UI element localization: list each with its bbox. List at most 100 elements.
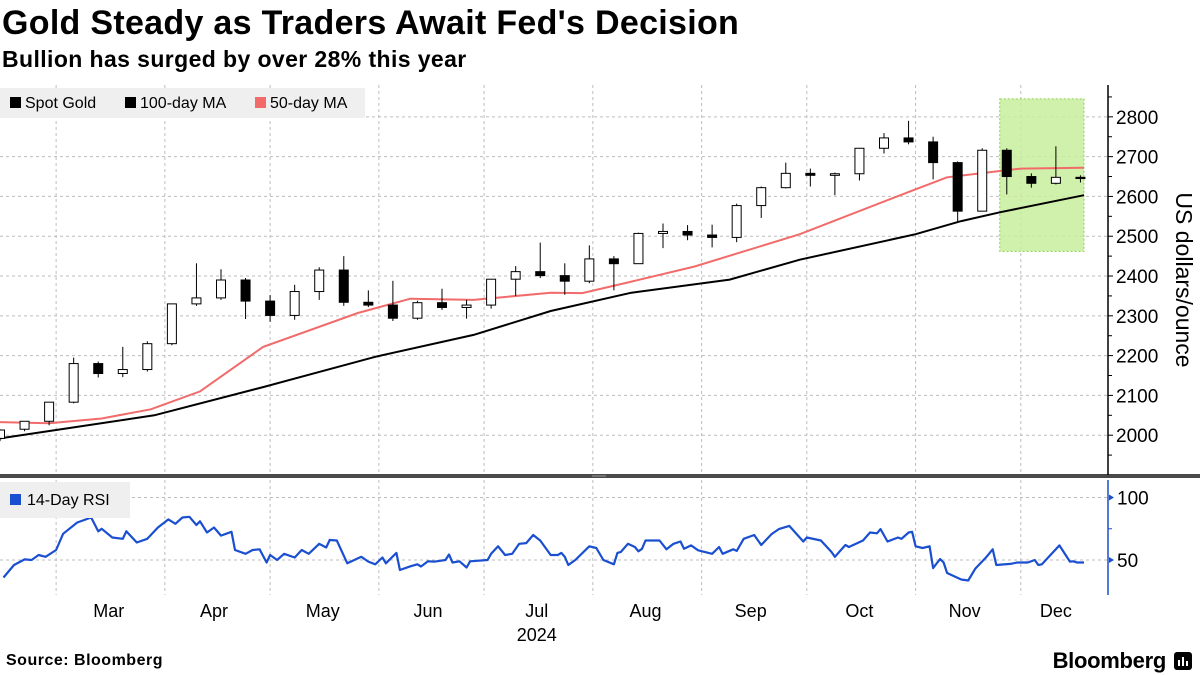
candle-body xyxy=(387,304,398,319)
candle xyxy=(928,136,939,180)
candle-body xyxy=(829,173,840,176)
candle xyxy=(117,346,128,378)
price-tick-label: 2700 xyxy=(1116,148,1158,169)
rsi-legend-box xyxy=(0,482,130,518)
month-label: Oct xyxy=(845,601,873,621)
bloomberg-logo: Bloomberg xyxy=(1053,648,1192,674)
candle xyxy=(216,269,226,300)
candle-body xyxy=(191,297,202,305)
candle xyxy=(93,361,104,378)
candle xyxy=(756,186,767,218)
bar-chart-icon xyxy=(1174,652,1192,670)
candle-body xyxy=(756,187,767,207)
candle-body xyxy=(510,271,521,280)
candle xyxy=(1050,146,1061,185)
legend-label: 14-Day RSI xyxy=(27,492,110,509)
month-label: Sep xyxy=(735,601,767,621)
legend-label: 50-day MA xyxy=(270,95,348,112)
candle-body xyxy=(216,279,226,299)
candle xyxy=(1075,175,1086,183)
candle xyxy=(461,299,472,319)
legend-label: Spot Gold xyxy=(25,95,96,112)
price-tick-label: 2800 xyxy=(1116,108,1158,129)
candle xyxy=(166,303,177,346)
price-tick-label: 2100 xyxy=(1116,386,1158,407)
candle xyxy=(412,300,423,320)
candle xyxy=(805,168,816,187)
month-label: Mar xyxy=(93,601,124,621)
month-label: May xyxy=(306,601,340,621)
highlight-box xyxy=(999,98,1085,252)
candle-body xyxy=(117,369,128,375)
candle xyxy=(707,224,718,248)
candle xyxy=(314,267,325,300)
month-label: Jun xyxy=(413,601,442,621)
candle-body xyxy=(559,275,570,282)
candle xyxy=(68,357,79,404)
candle-body xyxy=(584,258,595,282)
year-label: 2024 xyxy=(517,625,557,645)
ma100-line xyxy=(0,194,1085,440)
candle xyxy=(265,295,276,322)
rsi-line xyxy=(2,515,1084,582)
candle-body xyxy=(1050,176,1061,184)
candle xyxy=(0,429,5,442)
candle-body xyxy=(142,343,153,371)
candle xyxy=(633,232,644,265)
candle xyxy=(584,245,595,284)
candle xyxy=(608,256,619,291)
candle-body xyxy=(977,149,988,212)
candle-body xyxy=(1075,176,1086,180)
month-label: Dec xyxy=(1040,601,1072,621)
candle-body xyxy=(314,269,325,293)
axis-tick-marker xyxy=(1109,557,1114,563)
candle xyxy=(977,148,988,212)
candle-body xyxy=(903,137,914,143)
candle xyxy=(387,280,398,321)
candle-body xyxy=(412,302,423,319)
legend-swatch xyxy=(10,97,21,108)
candle-body xyxy=(0,429,5,439)
candle-body xyxy=(93,363,104,375)
price-tick-label: 2600 xyxy=(1116,187,1158,208)
candle-body xyxy=(1026,176,1037,184)
candle-body xyxy=(805,172,816,176)
candle-body xyxy=(289,291,300,316)
price-tick-label: 2200 xyxy=(1116,347,1158,368)
candle-body xyxy=(707,234,718,238)
month-label: Nov xyxy=(949,601,981,621)
candle xyxy=(535,242,546,279)
candle xyxy=(1026,173,1037,188)
rsi-tick-label: 100 xyxy=(1117,489,1149,510)
legend-box xyxy=(0,88,365,118)
candle xyxy=(658,223,668,249)
candle xyxy=(1001,148,1012,195)
candle-body xyxy=(461,304,472,308)
candle-body xyxy=(44,401,55,422)
candle-body xyxy=(731,205,742,238)
price-tick-label: 2000 xyxy=(1116,426,1158,447)
candle xyxy=(903,120,914,145)
candle-body xyxy=(437,302,447,308)
candle xyxy=(338,256,349,306)
candle xyxy=(289,284,300,320)
candle xyxy=(142,341,153,372)
candle xyxy=(486,278,497,309)
candle xyxy=(879,133,889,154)
candle xyxy=(44,401,55,426)
candle-body xyxy=(338,269,349,303)
chart-title: Gold Steady as Traders Await Fed's Decis… xyxy=(2,4,740,42)
candle-body xyxy=(854,147,865,175)
candle xyxy=(829,172,840,196)
candle xyxy=(363,290,374,308)
candle xyxy=(437,288,447,310)
candle xyxy=(19,420,30,432)
candle-body xyxy=(19,420,30,430)
candle-body xyxy=(633,232,644,265)
candle xyxy=(510,266,521,296)
price-axis-title: US dollars/ounce xyxy=(1171,192,1197,367)
legend-label: 100-day MA xyxy=(140,95,227,112)
axis-tick-marker xyxy=(1109,494,1114,501)
candle-body xyxy=(68,363,79,403)
